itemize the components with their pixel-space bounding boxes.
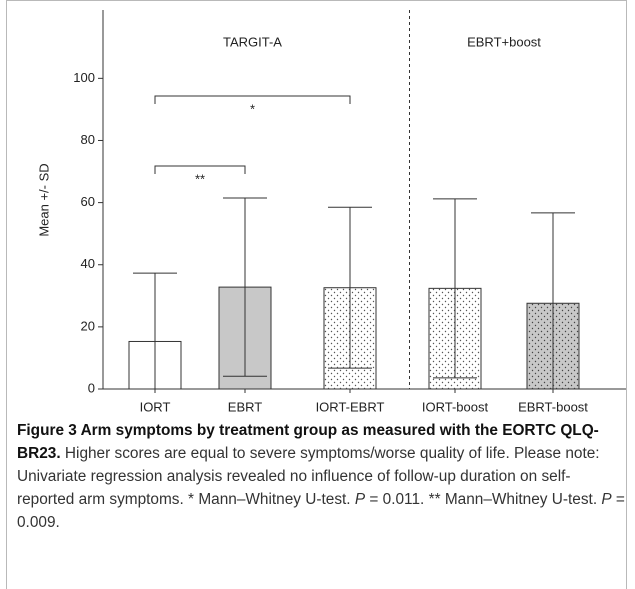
y-tick-label: 60 [81,194,95,209]
x-tick-label: IORT-EBRT [316,399,385,414]
caption-text: P [354,491,366,508]
caption-text: Higher scores are equal to severe sympto… [17,445,600,508]
significance-bracket [154,95,351,104]
significance-label: ** [195,171,205,186]
caption-text: = 0.011. ** Mann–Whitney U-test. [365,491,602,508]
caption-title: Figure 3 Arm symptoms by treatment group… [17,422,599,462]
group-label: TARGIT-A [223,34,282,49]
y-tick-label: 20 [81,318,95,333]
y-tick-label: 0 [88,380,95,395]
caption-text: = 0.009. [17,491,625,531]
caption-body: Higher scores are equal to severe sympto… [17,445,625,531]
x-tick-label: EBRT-boost [518,399,588,414]
figure-frame [6,0,627,589]
significance-bracket [154,165,246,174]
x-tick-label: IORT [140,399,171,414]
y-axis-label: Mean +/- SD [36,163,51,236]
y-tick-label: 40 [81,256,95,271]
caption: Figure 3 Arm symptoms by treatment group… [17,419,627,534]
y-tick-label: 100 [73,70,95,85]
chart: Mean +/- SD 0 20 40 60 80 100 IORT EBRT IORT-EBR… [36,10,626,414]
y-tick-label: 80 [81,132,95,147]
x-tick-label: IORT-boost [422,399,489,414]
significance-label: * [250,101,255,116]
x-tick-label: EBRT [228,399,262,414]
caption-text: P [601,491,612,508]
group-label: EBRT+boost [467,34,541,49]
